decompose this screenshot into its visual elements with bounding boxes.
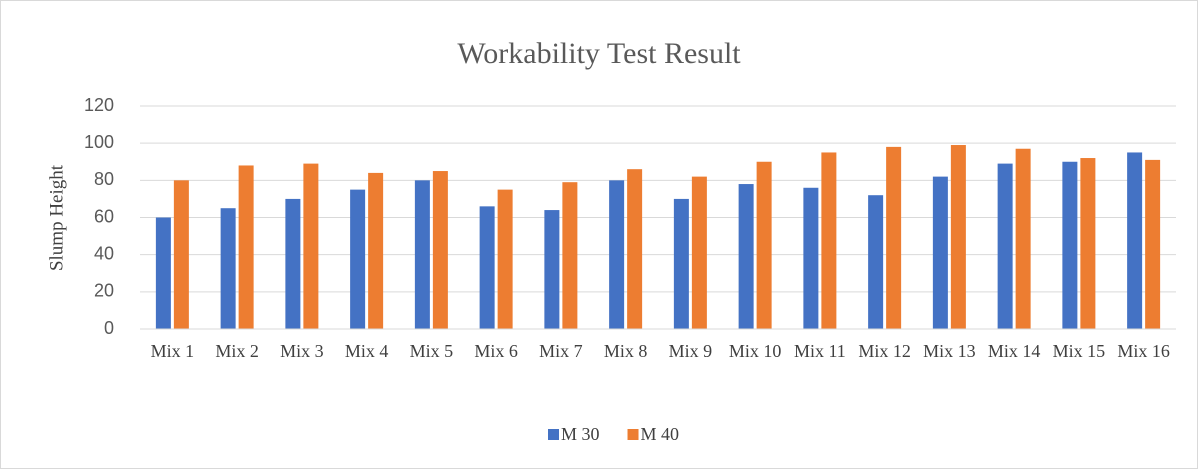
bar — [479, 206, 495, 329]
x-tick-label: Mix 12 — [858, 341, 911, 361]
bar — [544, 210, 560, 329]
bar — [350, 189, 366, 329]
legend-swatch — [548, 429, 559, 440]
bar — [691, 176, 707, 329]
bar — [303, 163, 319, 329]
bar — [738, 184, 754, 329]
bar — [756, 161, 772, 329]
bar — [497, 189, 513, 329]
legend-label: M 40 — [641, 424, 680, 444]
chart-title: Workability Test Result — [457, 37, 741, 70]
bar — [868, 195, 884, 329]
bar — [821, 152, 837, 329]
bar — [155, 217, 171, 329]
x-tick-label: Mix 9 — [669, 341, 713, 361]
bar — [673, 198, 689, 329]
y-axis-label: Slump Height — [46, 164, 67, 271]
x-tick-label: Mix 6 — [474, 341, 518, 361]
x-tick-label: Mix 2 — [215, 341, 259, 361]
y-tick-label: 80 — [94, 169, 114, 189]
x-tick-label: Mix 7 — [539, 341, 583, 361]
bar — [1145, 159, 1161, 329]
x-tick-label: Mix 1 — [151, 341, 195, 361]
y-tick-label: 0 — [104, 318, 114, 338]
y-tick-label: 120 — [84, 95, 114, 115]
y-tick-label: 20 — [94, 281, 114, 301]
bar — [285, 198, 301, 329]
bar — [997, 163, 1013, 329]
bar — [368, 172, 384, 329]
bar — [886, 146, 902, 329]
x-tick-label: Mix 16 — [1117, 341, 1170, 361]
bar — [562, 182, 578, 329]
x-tick-label: Mix 14 — [988, 341, 1041, 361]
y-tick-label: 40 — [94, 243, 114, 263]
bar — [950, 145, 966, 329]
y-tick-label: 60 — [94, 206, 114, 226]
bar — [1015, 148, 1031, 329]
bar — [414, 180, 430, 329]
x-tick-label: Mix 5 — [410, 341, 454, 361]
y-tick-label: 100 — [84, 132, 114, 152]
bar — [609, 180, 625, 329]
x-tick-label: Mix 3 — [280, 341, 324, 361]
x-tick-label: Mix 15 — [1053, 341, 1106, 361]
bar — [173, 180, 189, 329]
legend-label: M 30 — [561, 424, 600, 444]
bar — [932, 176, 948, 329]
bar — [220, 208, 236, 329]
bar — [1062, 161, 1078, 329]
x-tick-label: Mix 10 — [729, 341, 782, 361]
bar — [627, 169, 643, 329]
bar — [238, 165, 254, 329]
bar — [432, 171, 448, 329]
bar — [1080, 158, 1096, 329]
x-tick-label: Mix 8 — [604, 341, 648, 361]
bar — [803, 187, 819, 329]
x-tick-label: Mix 11 — [794, 341, 846, 361]
x-tick-label: Mix 13 — [923, 341, 976, 361]
legend-swatch — [627, 429, 639, 440]
bar — [1127, 152, 1143, 329]
x-tick-label: Mix 4 — [345, 341, 389, 361]
